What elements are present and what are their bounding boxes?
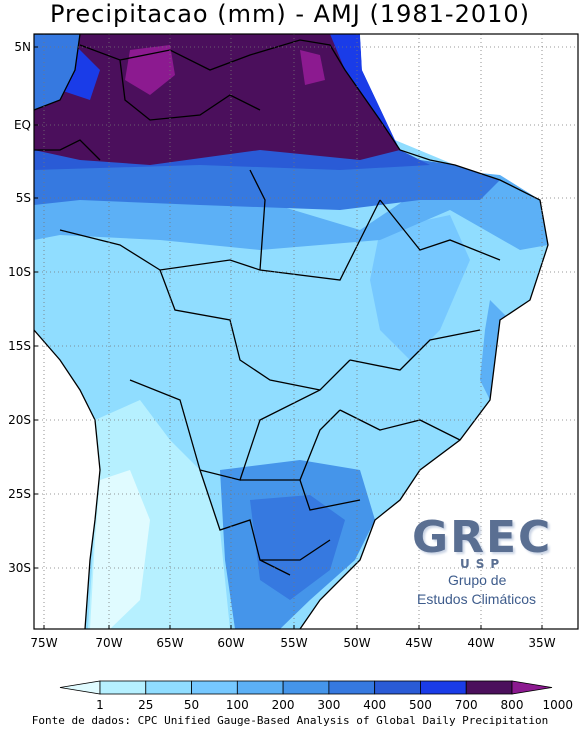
- lat-tick-label: 25S: [8, 487, 31, 501]
- lon-tick-label: 75W: [30, 636, 57, 650]
- data-source-caption: Fonte de dados: CPC Unified Gauge-Based …: [31, 714, 549, 727]
- colorbar: 1 25 50 100 200 300 400 500 700 800 1000: [59, 680, 574, 712]
- longitude-labels: 75W 70W 65W 60W 55W 50W 45W 40W 35W: [30, 625, 556, 650]
- colorbar-level-label: 50: [184, 698, 199, 712]
- map-frame: [33, 33, 579, 630]
- colorbar-segment: [99, 680, 147, 695]
- lat-tick-label: EQ: [14, 118, 31, 132]
- lat-lon-gridlines: [34, 34, 578, 629]
- zone-north-magenta-2: [300, 50, 325, 85]
- grec-logo: GREC USP Grupo de Estudos Climáticos: [412, 512, 562, 612]
- colorbar-segment: [328, 680, 376, 695]
- lat-tick-label: 10S: [8, 265, 31, 279]
- colorbar-left-arrow: [59, 680, 101, 695]
- colorbar-segment: [236, 680, 284, 695]
- colorbar-level-label: 400: [363, 698, 386, 712]
- lat-tick-label: 5S: [16, 191, 31, 205]
- zone-north-magenta: [125, 45, 175, 95]
- colorbar-level-label: 1: [96, 698, 104, 712]
- zone-nw-coast: [34, 34, 80, 110]
- caribbean: [360, 34, 578, 170]
- logo-line-2: Estudos Climáticos: [417, 591, 537, 607]
- logo-line-1: Grupo de: [448, 572, 507, 588]
- lon-tick-label: 40W: [467, 636, 494, 650]
- pacific-ocean: [34, 330, 100, 629]
- colorbar-level-label: 800: [501, 698, 524, 712]
- zone-lighter: [90, 470, 150, 629]
- map-title: Precipitacao (mm) - AMJ (1981-2010): [49, 0, 531, 28]
- colorbar-segment: [191, 680, 238, 695]
- zone-ne-dry: [370, 215, 470, 360]
- logo-wordmark: GREC: [412, 512, 553, 563]
- lat-tick-label: 5N: [14, 40, 31, 54]
- colorbar-segment: [145, 680, 192, 695]
- colorbar-segment: [420, 680, 467, 695]
- latitude-labels: 5N EQ 5S 10S 15S 20S 25S 30S: [8, 40, 38, 575]
- lon-tick-label: 60W: [217, 636, 244, 650]
- colorbar-right-arrow: [511, 680, 553, 695]
- logo-usp: USP: [460, 557, 506, 571]
- lon-tick-label: 55W: [280, 636, 307, 650]
- colorbar-level-label: 100: [226, 698, 249, 712]
- lon-tick-label: 65W: [156, 636, 183, 650]
- colorbar-level-label: 200: [272, 698, 295, 712]
- colorbar-level-label: 300: [317, 698, 340, 712]
- lon-tick-label: 70W: [95, 636, 122, 650]
- zone-south-wetter: [250, 495, 345, 600]
- atlantic: [300, 200, 578, 629]
- colorbar-segment: [282, 680, 330, 695]
- lon-tick-label: 35W: [528, 636, 555, 650]
- lat-tick-label: 30S: [8, 561, 31, 575]
- lat-tick-label: 20S: [8, 413, 31, 427]
- lon-tick-label: 50W: [343, 636, 370, 650]
- colorbar-segment: [465, 680, 513, 695]
- colorbar-level-label: 700: [455, 698, 478, 712]
- colorbar-level-label: 500: [409, 698, 432, 712]
- colorbar-segment: [374, 680, 421, 695]
- lat-tick-label: 15S: [8, 339, 31, 353]
- colorbar-level-label: 25: [138, 698, 153, 712]
- colorbar-level-label: 1000: [543, 698, 574, 712]
- country-borders: [34, 34, 549, 629]
- lon-tick-label: 45W: [405, 636, 432, 650]
